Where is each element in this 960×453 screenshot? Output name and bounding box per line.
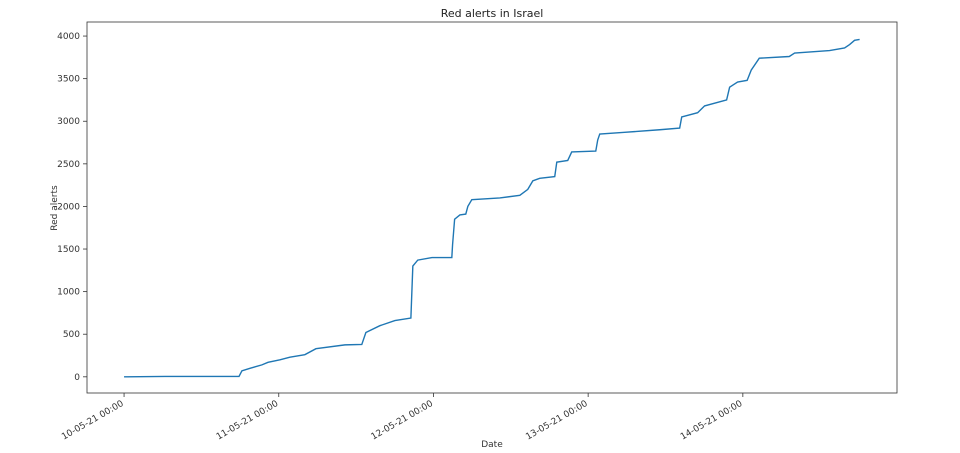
y-axis-label: Red alerts [50, 185, 60, 231]
y-tick-label: 2000 [57, 202, 80, 212]
x-tick-label: 11-05-21 00:00 [215, 399, 281, 443]
y-tick-label: 1500 [57, 245, 80, 255]
x-tick-label: 12-05-21 00:00 [370, 399, 436, 443]
x-tick-label: 13-05-21 00:00 [524, 399, 590, 443]
y-tick-label: 3500 [57, 75, 80, 85]
data-line [124, 38, 860, 378]
y-tick-label: 2500 [57, 160, 80, 170]
y-tick-label: 1000 [57, 288, 80, 298]
y-tick-label: 0 [74, 373, 80, 383]
chart-title: Red alerts in Israel [441, 7, 544, 20]
y-tick-label: 500 [63, 330, 80, 340]
y-tick-label: 3000 [57, 117, 80, 127]
x-tick-label: 10-05-21 00:00 [60, 399, 126, 443]
x-axis-label: Date [481, 440, 503, 450]
x-tick-label: 14-05-21 00:00 [679, 399, 745, 443]
plot-frame [86, 21, 898, 394]
y-tick-label: 4000 [57, 32, 80, 42]
